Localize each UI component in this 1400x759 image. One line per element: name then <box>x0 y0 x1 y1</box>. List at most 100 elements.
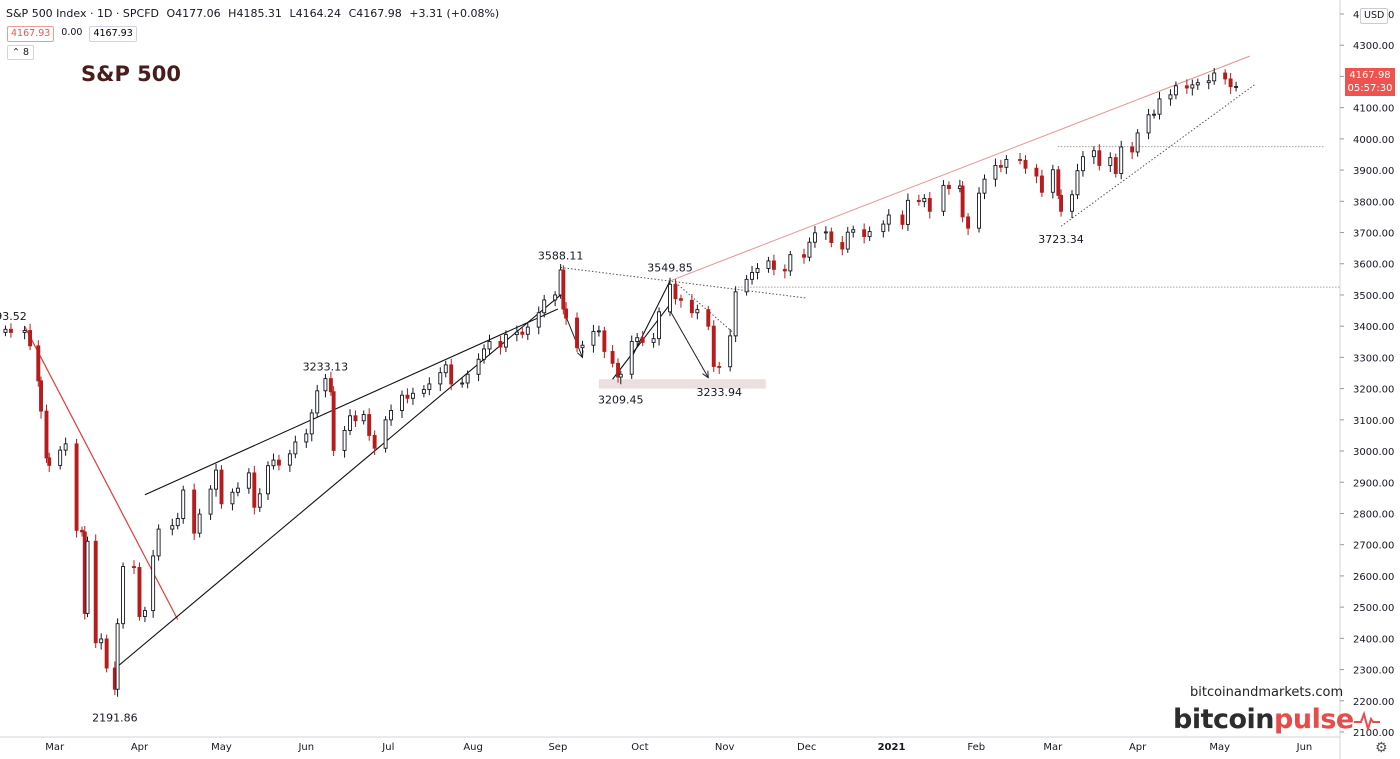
candle <box>657 311 662 340</box>
settings-gear-icon[interactable]: ⚙ <box>1375 740 1388 756</box>
candle <box>960 185 965 218</box>
indicator-toggle[interactable]: ⌃ 8 <box>7 45 35 60</box>
candle <box>1173 85 1178 96</box>
y-tick-label: 3700.00 <box>1353 229 1394 240</box>
candle <box>1056 169 1061 196</box>
candle <box>575 317 579 349</box>
candle <box>782 268 787 272</box>
candle <box>348 415 352 431</box>
candle <box>142 610 147 617</box>
ask-badge[interactable]: 4167.93 <box>89 26 137 42</box>
y-tick-label: 3100.00 <box>1353 416 1394 427</box>
candle <box>807 241 812 258</box>
candle <box>561 269 566 310</box>
bid-badge[interactable]: 4167.93 <box>7 26 55 42</box>
candle <box>881 223 886 233</box>
candle <box>47 457 52 466</box>
candle <box>946 184 951 189</box>
candle <box>181 489 186 519</box>
y-tick-label: 3400.00 <box>1353 322 1394 333</box>
y-tick-label: 2700.00 <box>1353 541 1394 552</box>
candle <box>1075 170 1080 196</box>
candle <box>788 254 793 272</box>
x-tick-label: Oct <box>631 742 648 753</box>
candle <box>219 469 224 505</box>
candle <box>309 412 314 435</box>
candle <box>331 391 336 451</box>
trendline-layer <box>24 55 1340 667</box>
chart-header: S&P 500 Index · 1D · SPCFD O4177.06 H418… <box>6 7 503 20</box>
candle <box>246 472 251 489</box>
price-annotation: 3549.85 <box>647 261 693 274</box>
candle <box>235 487 240 493</box>
y-tick-label: 3300.00 <box>1353 353 1394 364</box>
candle <box>1184 85 1189 89</box>
candle <box>668 283 672 313</box>
trendline-solid <box>144 308 559 496</box>
trendline-solid <box>117 294 561 667</box>
last-price-tag: 4167.98 05:57:30 <box>1345 68 1395 96</box>
x-tick-label: 2021 <box>878 742 906 753</box>
x-tick-label: Feb <box>967 742 985 753</box>
candle <box>728 335 733 368</box>
y-tick-label: 2900.00 <box>1353 478 1394 489</box>
candle <box>635 337 640 342</box>
candle <box>618 373 623 378</box>
candle <box>315 390 320 414</box>
price-annotation: 3233.94 <box>696 386 742 399</box>
chart-title: S&P 500 <box>81 62 181 86</box>
candle <box>851 229 856 233</box>
candle <box>1130 146 1135 153</box>
candle <box>1018 159 1022 161</box>
symbol-label[interactable]: S&P 500 Index · 1D · SPCFD <box>6 7 160 20</box>
candle <box>750 272 754 280</box>
bid-ask-row: 4167.93 0.00 4167.93 <box>7 26 137 42</box>
candle <box>214 469 218 490</box>
candle <box>998 164 1003 168</box>
y-tick-label: 4000.00 <box>1353 135 1394 146</box>
x-tick-label: May <box>211 742 232 753</box>
y-tick-label: 2100.00 <box>1353 728 1394 739</box>
candle <box>293 441 298 455</box>
trendline-dotted <box>1060 83 1256 227</box>
candle <box>460 382 465 385</box>
brand-part-b: pulse <box>1274 704 1354 735</box>
currency-label[interactable]: USD <box>1360 8 1389 24</box>
x-tick-label: May <box>1209 742 1230 753</box>
candle <box>520 331 525 335</box>
indicator-count: 8 <box>22 47 30 58</box>
x-tick-label: Jun <box>297 742 314 753</box>
candle <box>514 331 519 336</box>
price-annotation: 2191.86 <box>92 711 138 724</box>
candle <box>678 298 683 301</box>
candle <box>1135 132 1140 153</box>
candle <box>966 216 971 229</box>
price-annotation: 3209.45 <box>598 394 644 407</box>
x-tick-label: Sep <box>548 742 567 753</box>
candle <box>640 337 645 343</box>
brand-part-a: bitcoin <box>1173 704 1275 735</box>
candle <box>706 309 711 327</box>
candle <box>591 331 596 346</box>
candle <box>192 489 197 534</box>
candle <box>1059 194 1064 212</box>
candle <box>175 518 180 527</box>
candle <box>421 389 426 394</box>
trendline-solid <box>631 280 671 358</box>
candle <box>982 178 987 194</box>
y-tick-label: 3200.00 <box>1353 385 1394 396</box>
candle <box>536 312 541 328</box>
candle <box>1070 194 1074 212</box>
ohlc-low: L4164.24 <box>289 7 342 20</box>
candle <box>449 364 454 385</box>
y-tick-label: 3900.00 <box>1353 166 1394 177</box>
candle <box>44 410 49 459</box>
candle <box>476 358 481 375</box>
candle <box>410 392 415 399</box>
candle <box>252 472 257 508</box>
candle <box>353 415 358 422</box>
candle <box>823 231 828 234</box>
price-annotation: 93.52 <box>0 310 27 323</box>
